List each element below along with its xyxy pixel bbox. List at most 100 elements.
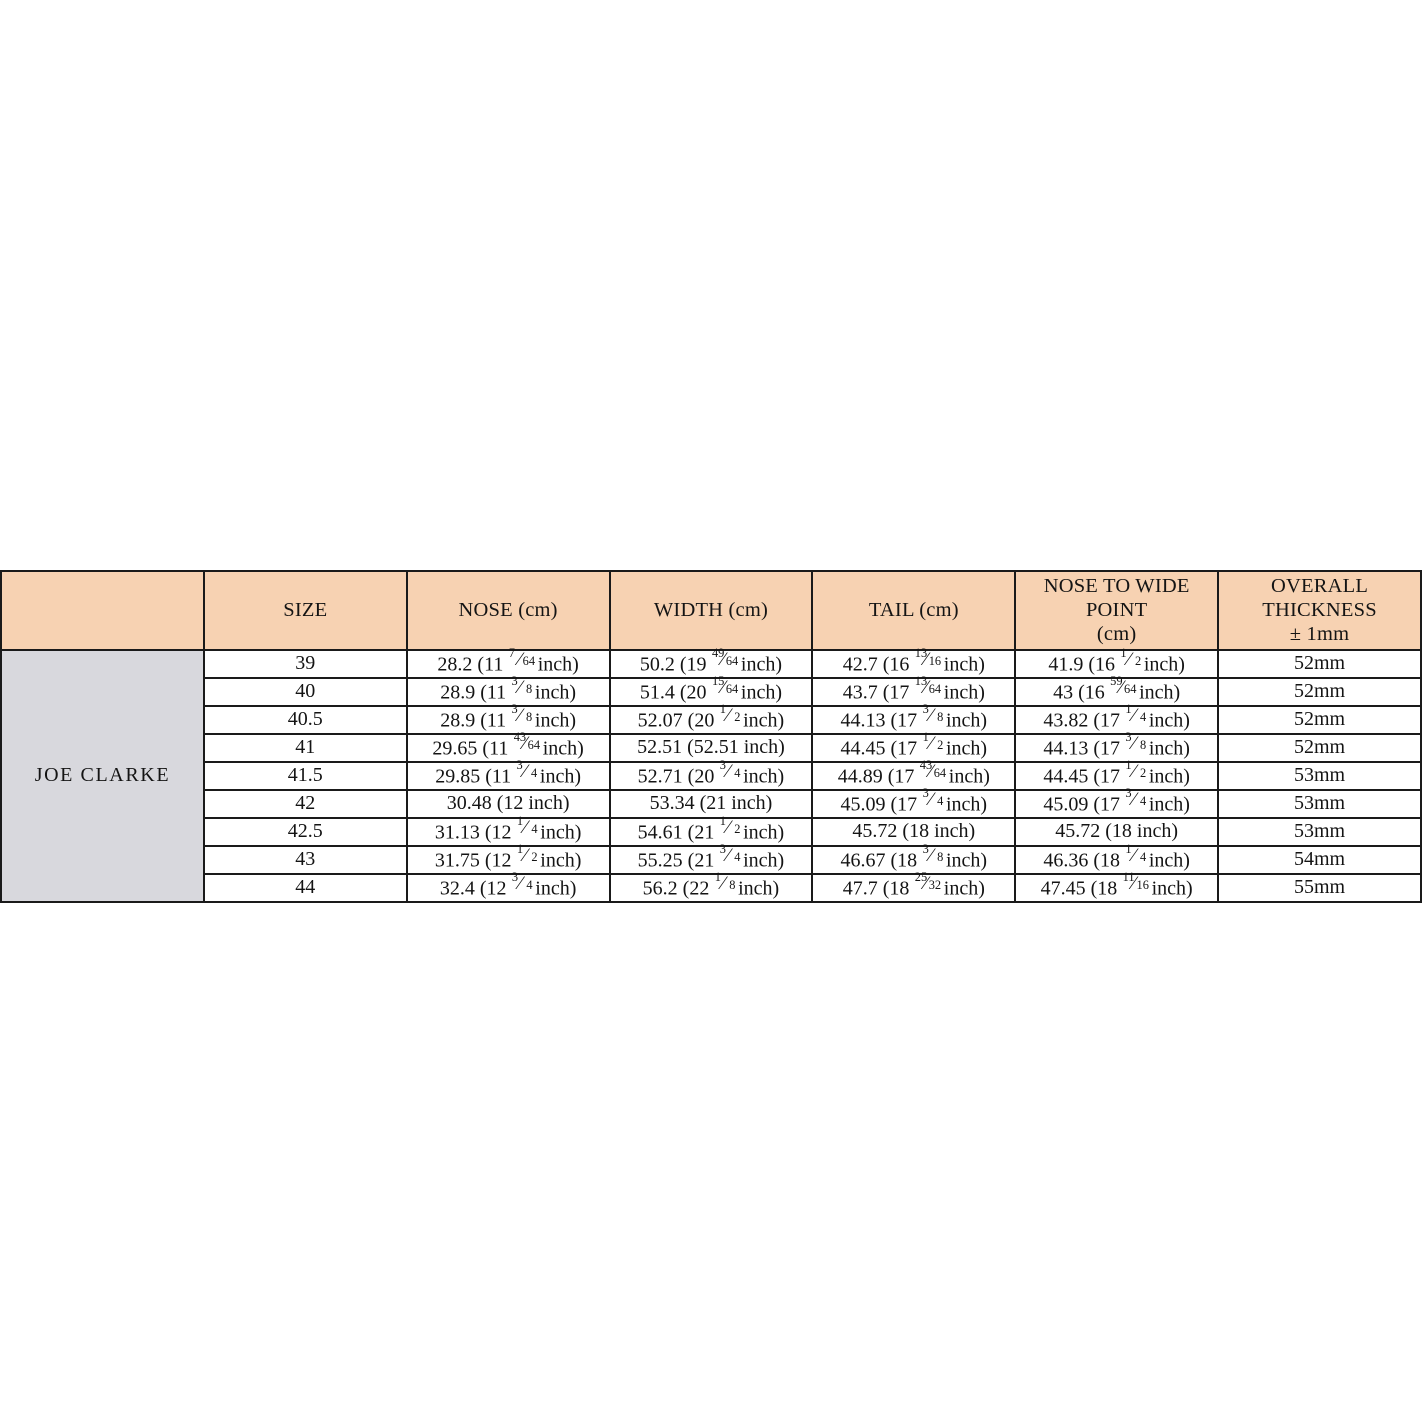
cell-width: 53.34 (21 inch) (608, 788, 814, 819)
cell-overall-thickness: 52mm (1217, 732, 1422, 763)
fraction: 3 ⁄ 8 (511, 701, 533, 727)
cell-overall-thickness: 55mm (1217, 872, 1422, 903)
cell-tail: 44.89 (17 43 ⁄ 64 inch) (811, 758, 1017, 791)
cell-nose-to-wide-point: 44.13 (17 3 ⁄ 8 inch) (1014, 729, 1220, 763)
cell-overall-thickness: 52mm (1217, 648, 1422, 679)
column-header-tail: TAIL (cm) (811, 570, 1017, 651)
table-row: JOE CLARKE 39 28.2 (11 7 ⁄ 64 inch) 50.2 (19 … (0, 645, 1422, 903)
fraction: 13 ⁄ 16 (914, 645, 942, 671)
fraction: 1 ⁄ 2 (719, 701, 741, 727)
fraction: 3 ⁄ 8 (922, 841, 944, 867)
table-row: 42 30.48 (12 inch) 53.34 (21 inch) 45.09 (1… (1, 785, 1422, 819)
fraction: 3 ⁄ 4 (719, 757, 741, 783)
cell-size: 39 (202, 648, 408, 679)
table-row: 43 31.75 (12 1 ⁄ 2 inch) 55.25 (21 3 ⁄ 4 inch)… (1, 841, 1422, 875)
cell-size: 41 (202, 732, 408, 763)
fraction: 11 ⁄ 16 (1122, 869, 1149, 895)
cell-size: 44 (202, 872, 408, 903)
table-row: 40.5 28.9 (11 3 ⁄ 8 inch) 52.07 (20 1 ⁄ 2 inch… (1, 701, 1422, 735)
cell-size: 40 (202, 676, 408, 707)
cell-nose-to-wide-point: 44.45 (17 1 ⁄ 2 inch) (1014, 757, 1220, 791)
cell-overall-thickness: 54mm (1217, 844, 1422, 875)
cell-overall-thickness: 53mm (1217, 816, 1422, 847)
column-header-size: SIZE (202, 570, 408, 651)
header-brand-blank (0, 570, 205, 651)
thickness-header-line2: ± 1mm (1289, 623, 1350, 646)
table-row: 41.5 29.85 (11 3 ⁄ 4 inch) 52.71 (20 3 ⁄ 4 inc… (1, 757, 1422, 791)
cell-nose-to-wide-point: 47.45 (18 11 ⁄ 16 inch) (1014, 869, 1220, 903)
cell-nose: 30.48 (12 inch) (405, 788, 611, 819)
cell-nose-to-wide-point: 46.36 (18 1 ⁄ 4 inch) (1014, 841, 1220, 875)
table-row: 44 32.4 (12 3 ⁄ 4 inch) 56.2 (22 1 ⁄ 8 inch) 47… (1, 869, 1422, 903)
cell-nose: 28.9 (11 3 ⁄ 8 inch) (405, 701, 611, 735)
cell-width: 52.71 (20 3 ⁄ 4 inch) (608, 757, 814, 791)
cell-nose-to-wide-point: 43.82 (17 1 ⁄ 4 inch) (1014, 701, 1220, 735)
fraction: 1 ⁄ 2 (1125, 757, 1147, 783)
size-chart-table: SIZE NOSE (cm) WIDTH (cm) TAIL (cm) NOSE… (0, 570, 1422, 903)
cell-tail: 45.72 (18 inch) (811, 816, 1017, 847)
fraction: 1 ⁄ 4 (1125, 841, 1147, 867)
fraction: 13 ⁄ 64 (914, 673, 942, 699)
fraction: 7 ⁄ 64 (508, 645, 536, 671)
cell-nose: 31.75 (12 1 ⁄ 2 inch) (405, 842, 611, 875)
nwp-header-line1: NOSE TO WIDE POINT (1043, 575, 1190, 622)
cell-nose: 32.4 (12 3 ⁄ 4 inch) (405, 869, 611, 903)
fraction: 3 ⁄ 4 (511, 869, 533, 895)
thickness-header-line1: OVERALL THICKNESS (1262, 575, 1377, 622)
fraction: 25 ⁄ 32 (914, 869, 942, 895)
cell-size: 41.5 (202, 760, 408, 791)
fraction: 3 ⁄ 8 (1125, 729, 1147, 755)
cell-width: 55.25 (21 3 ⁄ 4 inch) (608, 841, 814, 875)
column-header-overall-thickness: OVERALL THICKNESS ± 1mm (1217, 570, 1422, 651)
cell-nose: 29.85 (11 3 ⁄ 4 inch) (405, 757, 611, 791)
cell-size: 42 (202, 788, 408, 819)
column-header-nose-to-wide-point: NOSE TO WIDE POINT (cm) (1014, 570, 1220, 651)
cell-tail: 45.09 (17 3 ⁄ 4 inch) (811, 785, 1017, 819)
fraction: 3 ⁄ 4 (516, 757, 538, 783)
cell-nose-to-wide-point: 43 (16 59 ⁄ 64 inch) (1014, 673, 1220, 707)
table-row: 42.5 31.13 (12 1 ⁄ 4 inch) 54.61 (21 1 ⁄ 2 inc… (1, 814, 1422, 847)
fraction: 59 ⁄ 64 (1110, 673, 1137, 699)
fraction: 3 ⁄ 4 (922, 785, 944, 811)
sizing-chart: SIZE NOSE (cm) WIDTH (cm) TAIL (cm) NOSE… (0, 570, 1422, 903)
fraction: 1 ⁄ 2 (1120, 645, 1142, 671)
cell-nose: 31.13 (12 1 ⁄ 4 inch) (405, 814, 611, 847)
cell-width: 51.4 (20 15 ⁄ 64 inch) (608, 673, 814, 707)
cell-size: 43 (202, 844, 408, 875)
cell-tail: 44.13 (17 3 ⁄ 8 inch) (811, 701, 1017, 735)
brand-label-cell: JOE CLARKE (0, 648, 205, 903)
table-body: JOE CLARKE 39 28.2 (11 7 ⁄ 64 inch) 50.2 (19 … (0, 645, 1422, 903)
fraction: 15 ⁄ 64 (711, 673, 739, 699)
fraction: 1 ⁄ 8 (714, 869, 736, 895)
nwp-header-line2: (cm) (1096, 623, 1137, 646)
cell-width: 50.2 (19 49 ⁄ 64 inch) (608, 645, 814, 679)
cell-width: 52.51 (52.51 inch) (608, 732, 814, 763)
cell-nose: 29.65 (11 43 ⁄ 64 inch) (405, 729, 611, 763)
fraction: 1 ⁄ 2 (922, 729, 944, 755)
fraction: 3 ⁄ 4 (719, 841, 741, 867)
cell-width: 54.61 (21 1 ⁄ 2 inch) (608, 814, 814, 847)
fraction: 3 ⁄ 4 (1125, 785, 1147, 811)
cell-overall-thickness: 52mm (1217, 704, 1422, 735)
table-header: SIZE NOSE (cm) WIDTH (cm) TAIL (cm) NOSE… (0, 570, 1422, 651)
cell-tail: 43.7 (17 13 ⁄ 64 inch) (811, 673, 1017, 707)
table-row: 40 28.9 (11 3 ⁄ 8 inch) 51.4 (20 15 ⁄ 64 inch)… (1, 673, 1422, 707)
cell-nose: 28.9 (11 3 ⁄ 8 inch) (405, 673, 611, 707)
fraction: 43 ⁄ 64 (513, 729, 541, 755)
column-header-width: WIDTH (cm) (608, 570, 814, 651)
cell-overall-thickness: 53mm (1217, 788, 1422, 819)
fraction: 3 ⁄ 8 (922, 701, 944, 727)
cell-tail: 46.67 (18 3 ⁄ 8 inch) (811, 841, 1017, 875)
column-header-nose: NOSE (cm) (405, 570, 611, 651)
cell-size: 40.5 (202, 704, 408, 735)
table-header-row: SIZE NOSE (cm) WIDTH (cm) TAIL (cm) NOSE… (0, 570, 1422, 651)
fraction: 3 ⁄ 8 (511, 673, 533, 699)
fraction: 49 ⁄ 64 (711, 645, 739, 671)
cell-nose-to-wide-point: 45.09 (17 3 ⁄ 4 inch) (1014, 785, 1220, 819)
cell-tail: 42.7 (16 13 ⁄ 16 inch) (811, 645, 1017, 679)
cell-width: 52.07 (20 1 ⁄ 2 inch) (608, 701, 814, 735)
cell-overall-thickness: 52mm (1217, 676, 1422, 707)
cell-nose: 28.2 (11 7 ⁄ 64 inch) (405, 645, 611, 679)
cell-tail: 47.7 (18 25 ⁄ 32 inch) (811, 869, 1017, 903)
fraction: 1 ⁄ 4 (1125, 701, 1147, 727)
